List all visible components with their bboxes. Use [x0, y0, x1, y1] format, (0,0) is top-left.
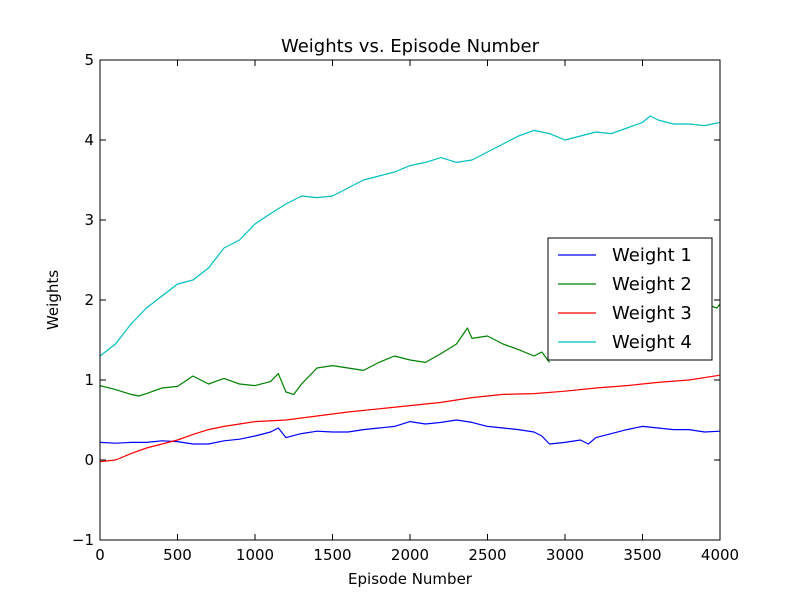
x-tick-label: 1000: [236, 546, 274, 564]
x-tick-label: 500: [163, 546, 192, 564]
legend-label-weight-1: Weight 1: [612, 245, 692, 266]
legend-item-weight-1: Weight 1: [558, 245, 692, 266]
chart-title: Weights vs. Episode Number: [281, 36, 540, 57]
legend-label-weight-4: Weight 4: [612, 332, 692, 353]
y-tick-label: 1: [84, 371, 94, 389]
legend: Weight 1 Weight 2 Weight 3 Weight 4: [547, 237, 713, 361]
series-line-weight-4: [100, 115, 720, 357]
y-tick-label: −1: [72, 531, 94, 549]
x-tick-label: 3000: [546, 546, 584, 564]
x-tick-label: 4000: [701, 546, 739, 564]
legend-box: [547, 237, 713, 361]
legend-label-weight-2: Weight 2: [612, 274, 692, 295]
y-tick-label: 4: [84, 131, 94, 149]
y-tick-label: 5: [84, 51, 94, 69]
y-axis-label: Weights: [44, 270, 62, 330]
series-line-weight-1: [100, 419, 720, 445]
legend-label-weight-3: Weight 3: [612, 303, 692, 324]
x-tick-label: 0: [95, 546, 105, 564]
y-tick-label: 0: [84, 451, 94, 469]
series-line-weight-3: [100, 374, 720, 463]
plot-area-frame: [99, 59, 721, 541]
legend-item-weight-2: Weight 2: [558, 274, 692, 295]
legend-item-weight-4: Weight 4: [558, 332, 692, 353]
legend-item-weight-3: Weight 3: [558, 303, 692, 324]
y-tick-label: 3: [84, 211, 94, 229]
series-line-weight-2: [100, 327, 550, 397]
series-lines: [100, 115, 720, 463]
x-axis-label: Episode Number: [348, 570, 473, 588]
x-tick-label: 1500: [313, 546, 351, 564]
x-tick-label: 3500: [623, 546, 661, 564]
x-tick-label: 2500: [468, 546, 506, 564]
y-tick-label: 2: [84, 291, 94, 309]
x-tick-label: 2000: [391, 546, 429, 564]
